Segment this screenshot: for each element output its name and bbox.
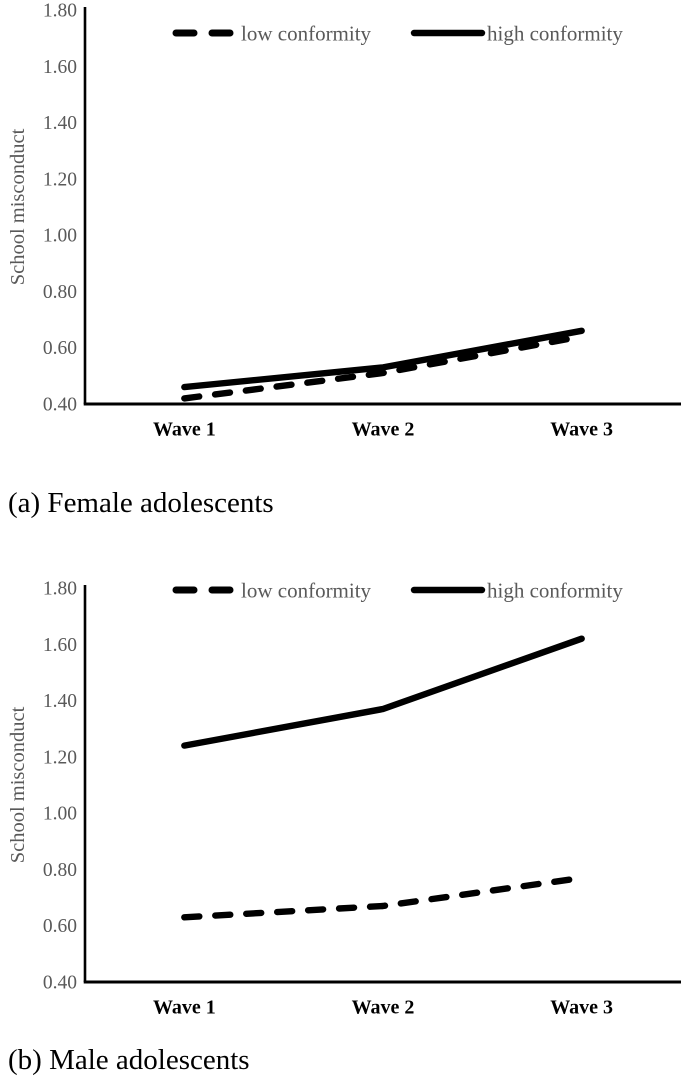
legend-label-high-conformity: high conformity [487,579,623,603]
y-tick-label: 1.20 [43,169,77,190]
y-tick-label: 0.80 [43,860,77,881]
x-category-label: Wave 2 [352,419,415,441]
y-axis-title: School misconduct [7,128,29,285]
caption-male-adolescents: (b) Male adolescents [8,1044,250,1076]
x-category-label: Wave 3 [550,419,613,441]
series-line-low-conformity [181,874,585,921]
y-tick-label: 1.40 [43,691,77,712]
legend-label-low-conformity: low conformity [241,579,372,603]
y-tick-label: 0.40 [43,973,77,994]
x-category-label: Wave 3 [550,997,613,1019]
y-tick-label: 1.00 [43,226,77,247]
y-tick-label: 0.80 [43,282,77,303]
y-tick-label: 1.80 [43,1,77,22]
series-line-low-conformity [181,333,585,402]
y-tick-label: 0.60 [43,916,77,937]
chart-male-adolescents: 0.40 0.60 0.80 1.00 1.20 1.40 1.60 1.80 School m… [7,579,681,1019]
legend-label-low-conformity: low conformity [241,22,372,46]
y-axis-title: School misconduct [7,706,29,863]
x-category-label: Wave 1 [153,419,216,441]
x-category-label: Wave 2 [352,997,415,1019]
y-tick-label: 1.40 [43,113,77,134]
series-line-high-conformity [181,635,585,749]
chart-female-adolescents: 0.40 0.60 0.80 1.00 1.20 1.40 1.60 1.80 School m… [7,1,681,441]
legend-label-high-conformity: high conformity [487,22,623,46]
y-tick-label: 1.80 [43,579,77,600]
y-tick-label: 0.60 [43,338,77,359]
x-category-label: Wave 1 [153,997,216,1019]
y-tick-label: 0.40 [43,395,77,416]
y-tick-label: 1.00 [43,804,77,825]
y-tick-label: 1.60 [43,635,77,656]
y-tick-label: 1.60 [43,57,77,78]
series-line-high-conformity [181,327,585,391]
caption-female-adolescents: (a) Female adolescents [8,487,274,519]
y-tick-label: 1.20 [43,747,77,768]
